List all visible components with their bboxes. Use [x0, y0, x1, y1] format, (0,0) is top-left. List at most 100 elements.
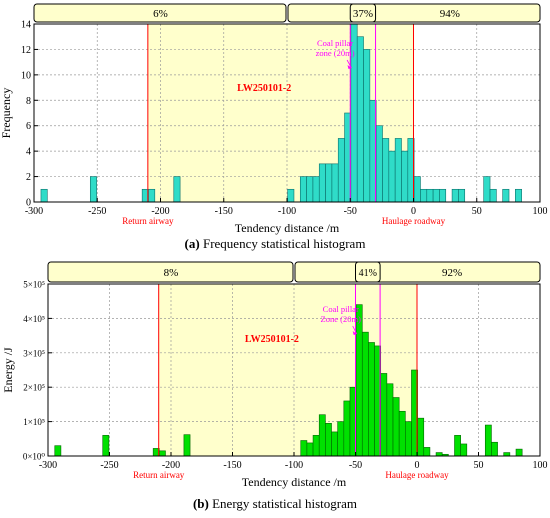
percent-label-pillar: 41% — [359, 268, 377, 279]
caption-text: Frequency statistical histogram — [200, 236, 366, 251]
y-tick-label: 5×10⁵ — [23, 280, 45, 290]
histogram-bar — [388, 150, 396, 203]
caption: (b) Energy statistical histogram — [193, 496, 357, 511]
pillar-annotation-arrow — [352, 325, 358, 335]
histogram-bar — [312, 176, 320, 203]
histogram-bar — [423, 447, 431, 457]
chart-panel-b: -300 -250 -200 -150 -100 -50 0 50 100 0×10⁰ 1×10⁵ 2… — [1, 261, 548, 511]
percent-box-right — [294, 261, 541, 283]
y-tick-label: 8 — [26, 96, 31, 107]
histogram-bar — [392, 397, 400, 457]
histogram-bar — [368, 342, 375, 457]
y-tick-label: 3×10⁵ — [23, 348, 45, 358]
x-tick-label: -250 — [100, 460, 118, 471]
histogram-bar — [503, 452, 511, 457]
histogram-bar — [331, 163, 339, 203]
pillar-annotation-line1: Coal pillar — [317, 38, 353, 48]
working-face-label: LW250101-2 — [245, 334, 299, 345]
histogram-bar — [331, 431, 338, 457]
pillar-annotation-arrow — [346, 59, 352, 69]
y-tick-label: 2×10⁵ — [23, 383, 45, 393]
y-axis-title: Energy /J — [1, 347, 15, 393]
x-tick-label: -250 — [88, 206, 106, 217]
x-tick-label: -100 — [285, 460, 303, 471]
histogram-bar — [398, 410, 406, 457]
pillar-annotation-line2: zone (20m) — [316, 48, 355, 58]
histogram-bar — [458, 188, 466, 203]
percent-box-pillar — [355, 261, 381, 283]
y-axis-title: Frequency — [0, 88, 13, 139]
return-airway-label: Return airway — [133, 470, 185, 480]
histogram-bar — [318, 414, 326, 457]
chart-panel-a: -300 -250 -200 -150 -100 -50 0 50 100 0 2 4 6 8 10 12 14… — [0, 3, 548, 251]
percent-box-right — [287, 3, 541, 23]
x-tick-label: -50 — [349, 460, 362, 471]
histogram-bar — [413, 176, 421, 203]
histogram-bar — [337, 138, 345, 203]
x-tick-label: -150 — [215, 206, 233, 217]
histogram-bar — [451, 188, 459, 203]
histogram-bar — [356, 36, 364, 203]
histogram-bar — [426, 188, 434, 203]
histogram-bar — [173, 176, 181, 203]
histogram-bar — [515, 448, 523, 457]
histogram-bar — [355, 304, 363, 457]
histogram-bar — [489, 188, 497, 203]
x-axis-title: Tendency distance /m — [242, 475, 347, 489]
percent-box-pillar — [349, 3, 377, 23]
percent-box-left — [33, 3, 287, 23]
x-tick-label: -300 — [39, 460, 57, 471]
histogram-bar — [343, 400, 351, 457]
caption: (a) Frequency statistical histogram — [185, 236, 366, 251]
histogram-bar — [515, 188, 522, 203]
histogram-bar — [159, 450, 166, 457]
histogram-bar — [420, 188, 428, 203]
histogram-bar — [405, 421, 412, 457]
histogram-bar — [363, 49, 371, 203]
histogram-bar — [491, 441, 498, 457]
working-face-label: LW250101-2 — [237, 83, 291, 94]
pillar-arrowhead — [347, 65, 352, 69]
histogram-bar — [386, 383, 394, 457]
histogram-bar — [439, 188, 447, 203]
histogram-bar — [375, 125, 383, 203]
histogram-bar — [325, 163, 333, 203]
y-tick-label: 10 — [21, 70, 31, 81]
percent-label-pillar: 37% — [353, 8, 373, 20]
histogram-bar — [40, 188, 48, 203]
pillar-annotation-line2: Zone (20m) — [321, 314, 362, 324]
histogram-bar — [287, 188, 295, 203]
pillar-annotation-line1: Coal pillar — [323, 304, 359, 314]
caption-letter: (a) — [185, 236, 200, 251]
x-axis-title: Tendency distance /m — [235, 221, 340, 235]
histogram-bar — [454, 435, 461, 457]
histogram-bar — [306, 442, 314, 457]
x-tick-label: -200 — [151, 206, 169, 217]
histogram-bar — [417, 417, 425, 457]
x-tick-label: -200 — [162, 460, 180, 471]
haulage-roadway-label: Haulage roadway — [385, 470, 449, 480]
x-tick-label: 100 — [533, 206, 548, 217]
histogram-bar — [89, 176, 97, 203]
histogram-bar — [382, 138, 390, 203]
y-tick-label: 4×10⁵ — [23, 314, 45, 324]
x-tick-label: -300 — [25, 206, 43, 217]
y-tick-label: 2 — [26, 172, 31, 183]
x-tick-label: 0 — [415, 460, 420, 471]
histogram-bar — [306, 176, 314, 203]
histogram-bar — [300, 440, 308, 457]
percent-label-return: 6% — [153, 8, 168, 20]
histogram-bar — [299, 176, 307, 203]
caption-letter: (b) — [193, 496, 209, 511]
x-tick-label: -150 — [223, 460, 241, 471]
percent-label-return: 8% — [164, 267, 179, 279]
histogram-bar — [380, 373, 388, 457]
y-tick-label: 14 — [21, 20, 31, 31]
percent-label-haulage: 92% — [442, 267, 462, 279]
histogram-bar — [325, 423, 332, 457]
histogram-bar — [148, 188, 156, 203]
histogram-bar — [401, 150, 409, 203]
histogram-bar — [183, 434, 191, 457]
x-tick-label: 50 — [474, 460, 484, 471]
x-tick-label: 0 — [411, 206, 416, 217]
